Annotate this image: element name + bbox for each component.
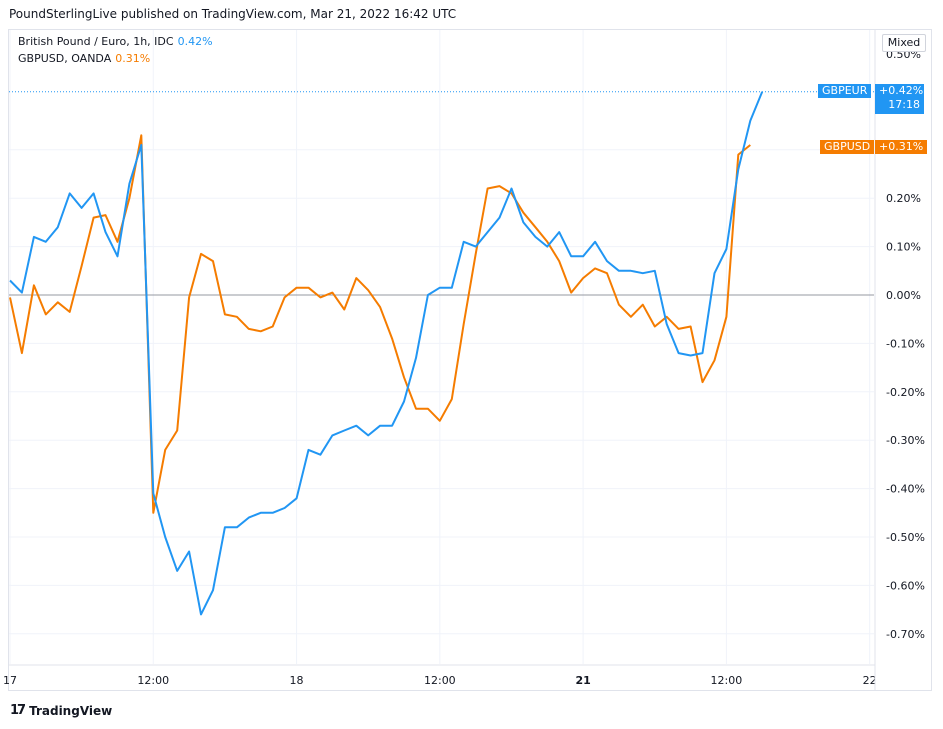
x-tick-label: 21 bbox=[575, 674, 590, 687]
scale-mode-button[interactable]: Mixed bbox=[882, 34, 926, 52]
x-tick-label: 17 bbox=[3, 674, 17, 687]
y-tick-label: 0.20% bbox=[886, 192, 921, 205]
tradingview-logo-icon: 17 bbox=[10, 703, 26, 718]
gbpusd-value-tag: +0.31% bbox=[875, 140, 928, 154]
chart-frame bbox=[8, 29, 932, 691]
gbpeur-countdown: 17:18 bbox=[888, 98, 920, 111]
gbpeur-name-tag: GBPEUR bbox=[818, 84, 872, 98]
gbpeur-value: +0.42% bbox=[879, 84, 924, 97]
y-tick-label: 0.10% bbox=[886, 241, 921, 254]
x-tick-label: 18 bbox=[290, 674, 304, 687]
x-tick-label: 12:00 bbox=[424, 674, 456, 687]
x-tick-label: 12:00 bbox=[711, 674, 743, 687]
gbpeur-value-tag: +0.42% 17:18 bbox=[875, 84, 924, 114]
legend-gbpusd-label: GBPUSD, OANDA bbox=[18, 52, 112, 65]
series-line-gbpeur[interactable] bbox=[9, 91, 764, 616]
y-tick-label: -0.40% bbox=[886, 483, 925, 496]
x-tick-label: 12:00 bbox=[137, 674, 169, 687]
legend-gbpusd[interactable]: GBPUSD, OANDA 0.31% bbox=[18, 52, 150, 66]
gbpusd-name-tag: GBPUSD bbox=[820, 140, 875, 154]
legend-gbpusd-value: 0.31% bbox=[115, 52, 151, 65]
y-tick-label: -0.30% bbox=[886, 434, 925, 447]
y-tick-label: -0.20% bbox=[886, 386, 925, 399]
y-tick-label: -0.10% bbox=[886, 337, 925, 350]
y-tick-label: 0.00% bbox=[886, 289, 921, 302]
tradingview-footer[interactable]: 17 TradingView bbox=[10, 703, 112, 718]
y-tick-label: -0.70% bbox=[886, 628, 925, 641]
y-tick-label: -0.50% bbox=[886, 531, 925, 544]
legend-gbpeur-value: 0.42% bbox=[177, 35, 213, 48]
series-line-gbpusd[interactable] bbox=[9, 134, 751, 514]
legend-gbpeur[interactable]: British Pound / Euro, 1h, IDC 0.42% bbox=[18, 35, 213, 49]
tradingview-brand: TradingView bbox=[29, 703, 113, 718]
legend-gbpeur-label: British Pound / Euro, 1h, IDC bbox=[18, 35, 174, 48]
y-tick-label: -0.60% bbox=[886, 579, 925, 592]
x-tick-label: 22 bbox=[863, 674, 877, 687]
publisher-header: PoundSterlingLive published on TradingVi… bbox=[9, 7, 457, 21]
